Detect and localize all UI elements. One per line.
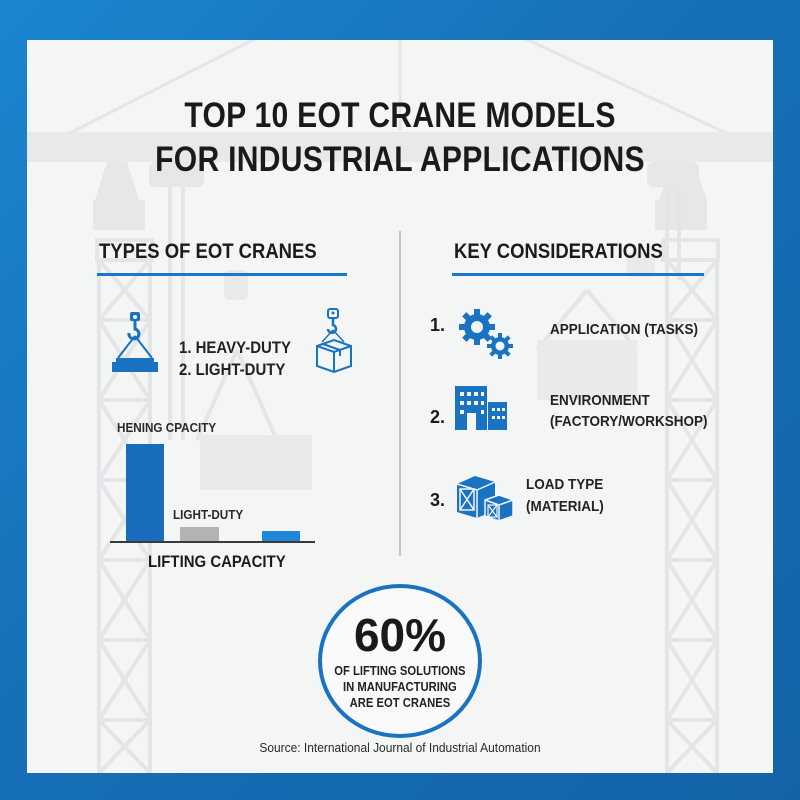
- chart-top-label: HENING CPACITY: [117, 420, 217, 435]
- consideration-number-1: 1.: [430, 315, 446, 335]
- consideration-load-type: LOAD TYPE: [526, 476, 604, 493]
- chart-x-axis: [110, 541, 315, 543]
- crane-hook-box-icon: [316, 308, 352, 374]
- chart-bar-other: [262, 531, 300, 541]
- statistic-line-2: IN MANUFACTURING: [343, 680, 457, 694]
- page-title-line-2: FOR INDUSTRIAL APPLICATIONS: [155, 140, 645, 179]
- chart-x-axis-label: LIFTING CAPACITY: [148, 552, 286, 571]
- crane-type-heavy-duty: 1. HEAVY-DUTY: [179, 338, 291, 357]
- page-title-line-1: TOP 10 EOT CRANE MODELS: [184, 96, 616, 135]
- crane-type-light-duty: 2. LIGHT-DUTY: [179, 360, 286, 379]
- infographic-panel: TOP 10 EOT CRANE MODELS FOR INDUSTRIAL A…: [27, 40, 773, 773]
- source-citation: Source: International Journal of Industr…: [259, 740, 541, 755]
- building-icon: [455, 386, 507, 430]
- consideration-environment-detail: (FACTORY/WORKSHOP): [550, 413, 708, 430]
- statistic-value: 60%: [353, 609, 447, 661]
- statistic-circle: 60% OF LIFTING SOLUTIONS IN MANUFACTURIN…: [318, 584, 482, 738]
- consideration-environment: ENVIRONMENT: [550, 392, 650, 409]
- chart-mid-label: LIGHT-DUTY: [173, 507, 244, 522]
- statistic-description: OF LIFTING SOLUTIONS IN MANUFACTURING AR…: [334, 663, 465, 711]
- types-heading-underline: [97, 273, 347, 276]
- consideration-number-2: 2.: [430, 407, 446, 427]
- gears-icon: [459, 309, 513, 359]
- crane-hook-platform-icon: [112, 312, 158, 372]
- chart-bar-light-duty: [180, 527, 219, 541]
- consideration-load-type-detail: (MATERIAL): [526, 498, 604, 515]
- key-considerations-heading: KEY CONSIDERATIONS: [454, 240, 663, 263]
- section-divider: [399, 231, 401, 556]
- consideration-application: APPLICATION (TASKS): [550, 321, 698, 338]
- statistic-line-1: OF LIFTING SOLUTIONS: [334, 664, 466, 678]
- crates-icon: [456, 476, 514, 522]
- background-crane-illustration: [27, 40, 773, 773]
- consideration-number-3: 3.: [430, 490, 446, 510]
- statistic-line-3: ARE EOT CRANES: [349, 696, 451, 710]
- types-section-heading: TYPES OF EOT CRANES: [99, 240, 317, 263]
- chart-bar-heavy-duty: [126, 444, 164, 541]
- key-heading-underline: [452, 273, 704, 276]
